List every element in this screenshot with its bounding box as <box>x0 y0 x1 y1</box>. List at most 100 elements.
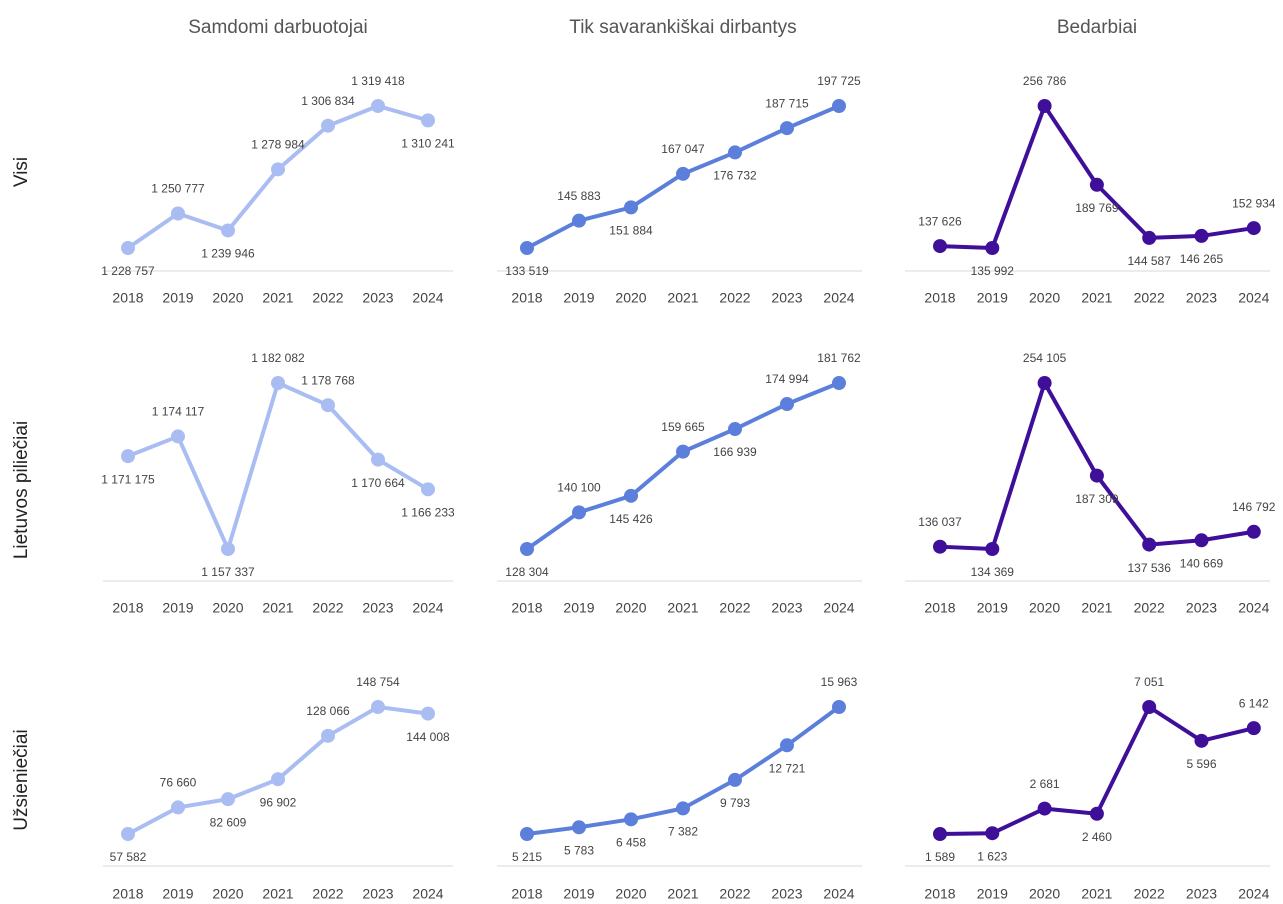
data-label: 144 587 <box>1128 254 1172 268</box>
data-label: 187 715 <box>765 96 809 110</box>
x-tick-label: 2024 <box>1238 886 1269 902</box>
x-tick-label: 2022 <box>312 886 343 902</box>
data-point <box>1246 524 1261 539</box>
data-point <box>1089 468 1104 483</box>
x-tick-label: 2018 <box>924 290 955 306</box>
x-tick-label: 2022 <box>719 886 750 902</box>
data-label: 1 178 768 <box>301 373 355 387</box>
data-label: 174 994 <box>765 372 809 386</box>
x-tick-label: 2019 <box>162 886 193 902</box>
data-line <box>939 104 1255 250</box>
x-tick-label: 2020 <box>615 600 646 616</box>
x-tick-label: 2020 <box>615 886 646 902</box>
data-label: 76 660 <box>160 776 197 790</box>
x-tick-label: 2024 <box>412 600 443 616</box>
x-tick-label: 2023 <box>362 886 393 902</box>
data-point <box>421 113 435 128</box>
data-label: 128 304 <box>505 565 549 579</box>
data-point <box>624 200 638 215</box>
data-point <box>624 812 638 827</box>
data-label: 1 589 <box>925 850 955 864</box>
data-point <box>1142 230 1157 245</box>
data-point <box>1246 221 1261 236</box>
data-label: 7 051 <box>1134 675 1164 689</box>
data-point <box>1194 733 1209 748</box>
data-label: 151 884 <box>609 224 653 238</box>
x-tick-label: 2018 <box>511 290 542 306</box>
data-point <box>728 772 742 787</box>
x-tick-label: 2024 <box>412 886 443 902</box>
data-point <box>1194 228 1209 243</box>
data-point <box>271 162 285 177</box>
x-tick-label: 2022 <box>1134 886 1165 902</box>
data-label: 5 783 <box>564 843 594 857</box>
x-tick-label: 2019 <box>162 290 193 306</box>
data-label: 134 369 <box>971 565 1015 579</box>
data-label: 1 250 777 <box>151 182 205 196</box>
data-point <box>121 241 135 255</box>
row-label: Lietuvos piliečiai <box>11 421 32 559</box>
x-tick-label: 2021 <box>1081 600 1112 616</box>
x-tick-label: 2023 <box>362 600 393 616</box>
data-point <box>520 827 534 841</box>
data-point <box>221 542 235 556</box>
data-point <box>221 792 235 807</box>
x-tick-label: 2024 <box>823 290 854 306</box>
x-tick-label: 2018 <box>112 600 143 616</box>
data-point <box>321 118 335 133</box>
x-tick-label: 2023 <box>1186 886 1217 902</box>
data-label: 1 306 834 <box>301 94 355 108</box>
x-tick-label: 2023 <box>771 886 802 902</box>
data-point <box>832 99 846 113</box>
data-point <box>933 539 947 554</box>
data-label: 1 310 241 <box>401 137 455 151</box>
x-tick-label: 2023 <box>1186 290 1217 306</box>
data-label: 1 166 233 <box>401 505 455 519</box>
data-label: 12 721 <box>769 761 806 775</box>
x-tick-label: 2018 <box>112 886 143 902</box>
x-tick-label: 2020 <box>1029 886 1060 902</box>
data-point <box>1037 376 1052 390</box>
x-tick-label: 2020 <box>212 886 243 902</box>
data-label: 1 174 117 <box>152 405 205 419</box>
data-point <box>271 772 285 787</box>
data-point <box>832 376 846 390</box>
data-point <box>421 706 435 721</box>
data-label: 197 725 <box>817 74 861 88</box>
x-tick-label: 2024 <box>823 600 854 616</box>
data-label: 2 460 <box>1082 830 1112 844</box>
data-point <box>221 223 235 238</box>
data-point <box>572 820 586 835</box>
data-label: 2 681 <box>1030 777 1060 791</box>
x-tick-label: 2023 <box>1186 600 1217 616</box>
data-label: 167 047 <box>661 142 705 156</box>
data-label: 145 426 <box>609 512 653 526</box>
data-point <box>780 397 794 412</box>
x-tick-label: 2018 <box>924 886 955 902</box>
x-tick-label: 2019 <box>977 290 1008 306</box>
column-title: Samdomi darbuotojai <box>188 17 368 38</box>
column-title: Bedarbiai <box>1057 17 1137 38</box>
data-point <box>985 542 1000 556</box>
column-title: Tik savarankiškai dirbantys <box>569 17 796 38</box>
data-label: 6 142 <box>1239 696 1269 710</box>
x-tick-label: 2022 <box>312 290 343 306</box>
data-point <box>1194 533 1209 548</box>
data-line <box>939 381 1255 551</box>
data-point <box>1037 99 1052 113</box>
data-label: 136 037 <box>918 515 962 529</box>
data-label: 254 105 <box>1023 351 1067 365</box>
data-point <box>676 166 690 181</box>
data-point <box>933 239 947 254</box>
x-tick-label: 2021 <box>667 886 698 902</box>
data-point <box>1037 801 1052 816</box>
x-tick-label: 2018 <box>924 600 955 616</box>
data-label: 137 626 <box>918 214 962 228</box>
data-label: 1 239 946 <box>201 247 255 261</box>
data-label: 1 228 757 <box>101 264 155 278</box>
data-point <box>421 482 435 497</box>
x-tick-label: 2024 <box>823 886 854 902</box>
data-point <box>676 444 690 459</box>
data-label: 133 519 <box>505 264 549 278</box>
